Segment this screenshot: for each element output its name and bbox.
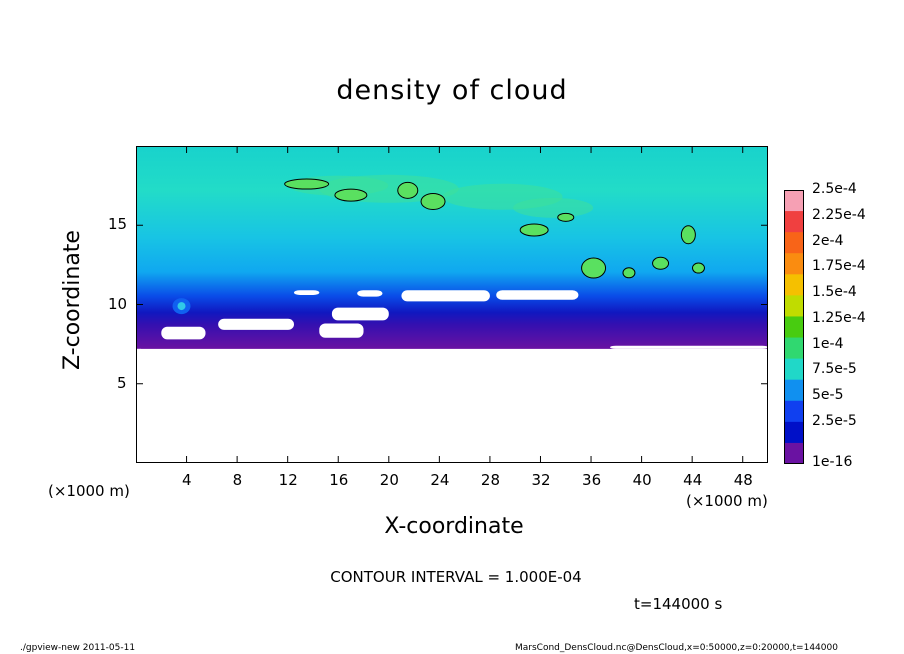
contour-island-2 [334, 188, 368, 202]
clear-gap-3 [319, 323, 364, 338]
y-tick-label: 10 [108, 294, 128, 313]
colorbar [784, 190, 804, 464]
contour-island-6 [557, 212, 575, 222]
colorbar-label: 7.5e-5 [812, 361, 857, 378]
x-tick-label: 48 [733, 471, 753, 489]
x-axis-label: X-coordinate [384, 514, 524, 539]
contour-island-7 [581, 257, 607, 279]
colorbar-cell-2 [784, 211, 804, 233]
clear-gap-8 [294, 290, 320, 295]
colorbar-label: 5e-5 [812, 387, 844, 404]
colorbar-label: 1.75e-4 [812, 258, 866, 275]
axis-ticks [136, 146, 768, 463]
x-tick-label: 20 [379, 471, 399, 489]
heatmap-layers [136, 146, 768, 463]
y-tick-label: 15 [108, 215, 128, 234]
contour-island-10 [680, 225, 696, 245]
colorbar-cell-1 [784, 190, 804, 212]
program-version: ./gpview-new 2011-05-11 [20, 643, 136, 653]
contour-island-3 [397, 181, 419, 199]
cloud-field [136, 146, 768, 349]
colorbar-label: 1.5e-4 [812, 284, 857, 301]
contour-island-1 [284, 178, 330, 190]
x-tick-label: 44 [683, 471, 703, 489]
x-tick-label: 4 [182, 471, 192, 489]
x-tick-label: 40 [632, 471, 652, 489]
x-tick-label: 12 [278, 471, 298, 489]
colorbar-label: 2.25e-4 [812, 206, 866, 223]
clear-base [136, 348, 142, 463]
contour-island-4 [420, 192, 446, 210]
clear-gap-5 [401, 290, 490, 302]
x-tick-label: 28 [480, 471, 500, 489]
clear-gap-1 [161, 326, 206, 340]
colorbar-label: 1e-4 [812, 335, 844, 352]
x-tick-label: 24 [430, 471, 450, 489]
colorbar-cell-11 [784, 400, 804, 423]
colorbar-label: 2.5e-5 [812, 412, 857, 429]
x-tick-label: 36 [582, 471, 602, 489]
green-patch-3 [513, 197, 594, 218]
x-tick-label: 32 [531, 471, 551, 489]
colorbar-cell-4 [784, 253, 804, 275]
colorbar-cell-7 [784, 316, 804, 339]
y-axis-label: Z-coordinate [60, 230, 85, 370]
data-source: MarsCond_DensCloud.nc@DensCloud,x=0:5000… [515, 643, 838, 653]
colorbar-label: 1e-16 [812, 454, 853, 470]
contour-interval-note: CONTOUR INTERVAL = 1.000E-04 [330, 568, 582, 586]
colorbar-cell-13 [784, 442, 804, 464]
colorbar-cell-9 [784, 358, 804, 381]
colorbar-label: 1.25e-4 [812, 309, 866, 326]
colorbar-cell-12 [784, 421, 804, 444]
clear-gap-4 [331, 307, 389, 321]
x-tick-label: 16 [329, 471, 349, 489]
dense-blob-core [177, 302, 186, 311]
y-tick-label: 5 [117, 373, 127, 392]
time-label: t=144000 s [634, 595, 723, 613]
plot-area [136, 146, 768, 463]
chart-title: density of cloud [336, 75, 568, 106]
contour-island-11 [691, 262, 705, 274]
clear-gap-9 [357, 290, 383, 297]
clear-gap-6 [496, 290, 579, 300]
colorbar-cell-3 [784, 232, 804, 254]
colorbar-cell-5 [784, 274, 804, 296]
colorbar-label: 2.5e-4 [812, 181, 857, 198]
x-tick-label: 8 [232, 471, 243, 489]
colorbar-cell-8 [784, 337, 804, 360]
colorbar-cell-10 [784, 379, 804, 402]
colorbar-cell-6 [784, 295, 804, 317]
clear-gap-7 [610, 345, 768, 349]
contour-island-5 [519, 223, 549, 237]
contour-island-8 [622, 267, 636, 279]
x-unit-left: (×1000 m) [48, 482, 130, 500]
contour-island-9 [652, 256, 670, 270]
colorbar-label: 2e-4 [812, 232, 844, 249]
x-unit-right: (×1000 m) [686, 492, 768, 510]
clear-gap-2 [218, 318, 294, 330]
